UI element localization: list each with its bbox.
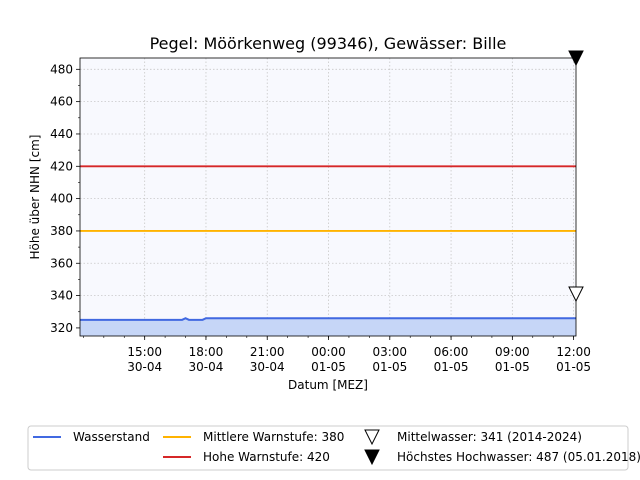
y-tick-label: 460 bbox=[50, 95, 73, 109]
plot-background bbox=[80, 58, 576, 336]
y-tick-label: 380 bbox=[50, 224, 73, 238]
plot-frame bbox=[79, 57, 577, 337]
chart-title: Pegel: Möörkenweg (99346), Gewässer: Bil… bbox=[150, 34, 507, 53]
x-tick-label-time: 12:00 bbox=[556, 345, 591, 359]
x-tick-label-time: 18:00 bbox=[189, 345, 224, 359]
y-axis-label: Höhe über NHN [cm] bbox=[28, 135, 42, 260]
y-tick-label: 420 bbox=[50, 159, 73, 173]
y-tick-label: 340 bbox=[50, 289, 73, 303]
x-tick-label-time: 15:00 bbox=[127, 345, 162, 359]
y-tick-label: 360 bbox=[50, 256, 73, 270]
legend-hohe-warnstufe-label: Hohe Warnstufe: 420 bbox=[203, 450, 330, 464]
legend-mittelwasser-swatch bbox=[364, 429, 380, 446]
x-tick-label-time: 09:00 bbox=[495, 345, 530, 359]
legend-wasserstand-label: Wasserstand bbox=[73, 430, 150, 444]
series-clip-group bbox=[80, 317, 576, 336]
marker-hoechstes-hochwasser bbox=[568, 50, 584, 67]
marker-mittelwasser bbox=[568, 286, 584, 303]
x-tick-label-time: 06:00 bbox=[434, 345, 469, 359]
x-tick-label-date: 30-04 bbox=[189, 360, 224, 374]
x-tick-label-date: 01-05 bbox=[434, 360, 469, 374]
x-tick-label-time: 03:00 bbox=[372, 345, 407, 359]
legend: Wasserstand Mittlere Warnstufe: 380 Hohe W… bbox=[27, 425, 640, 471]
legend-hoechstes-hochwasser-label: Höchstes Hochwasser: 487 (05.01.2018) bbox=[397, 450, 640, 464]
y-tick-label: 480 bbox=[50, 62, 73, 76]
x-tick-label-date: 01-05 bbox=[495, 360, 530, 374]
legend-mittlere-warnstufe-label: Mittlere Warnstufe: 380 bbox=[203, 430, 344, 444]
legend-hoechstes-hochwasser-swatch bbox=[364, 449, 380, 466]
legend-mittelwasser-label: Mittelwasser: 341 (2014-2024) bbox=[397, 430, 582, 444]
x-tick-label-date: 30-04 bbox=[127, 360, 162, 374]
x-tick-label-date: 01-05 bbox=[556, 360, 591, 374]
y-tick-label: 320 bbox=[50, 321, 73, 335]
series-area-wasserstand bbox=[80, 318, 576, 336]
x-tick-label-date: 01-05 bbox=[372, 360, 407, 374]
y-tick-label: 440 bbox=[50, 127, 73, 141]
x-tick-label-time: 00:00 bbox=[311, 345, 346, 359]
x-tick-label-date: 01-05 bbox=[311, 360, 346, 374]
x-axis-label: Datum [MEZ] bbox=[288, 378, 368, 392]
series-line-wasserstand bbox=[80, 317, 576, 321]
x-tick-label-time: 21:00 bbox=[250, 345, 285, 359]
x-tick-label-date: 30-04 bbox=[250, 360, 285, 374]
y-tick-label: 400 bbox=[50, 192, 73, 206]
